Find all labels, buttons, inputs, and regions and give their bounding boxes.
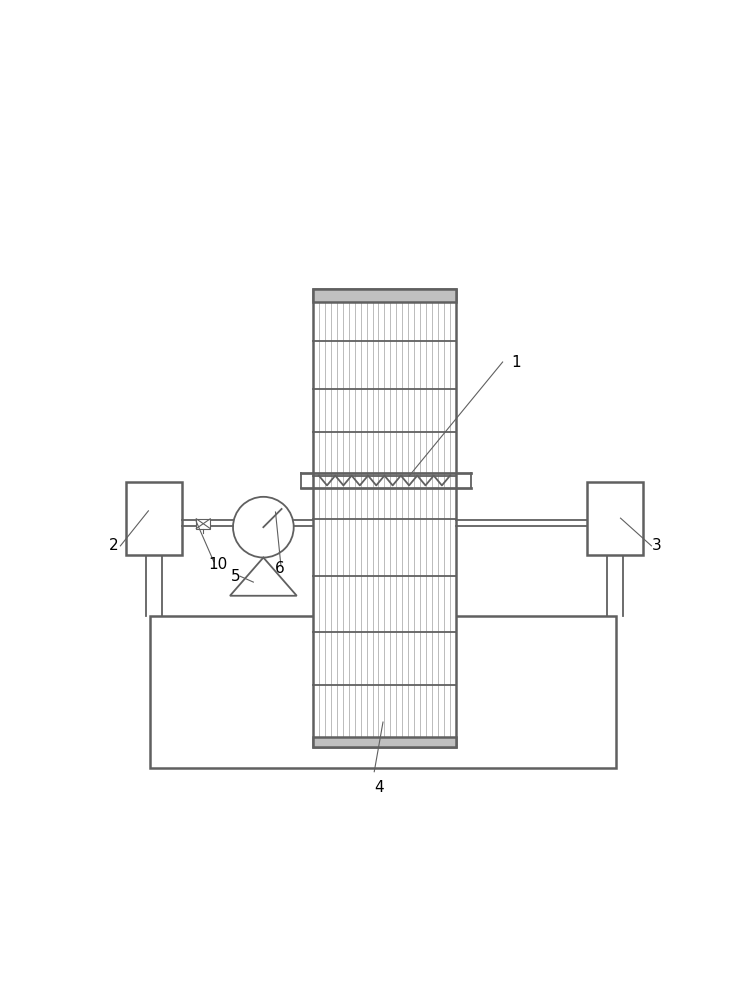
Text: 4: 4 — [374, 780, 384, 795]
Bar — [150, 616, 617, 768]
Bar — [313, 289, 456, 302]
Text: 1: 1 — [511, 355, 521, 370]
Text: 2: 2 — [108, 538, 118, 553]
Bar — [587, 482, 643, 555]
Text: 6: 6 — [275, 561, 285, 576]
Bar — [127, 482, 181, 555]
Bar — [313, 737, 456, 747]
Text: 5: 5 — [231, 569, 241, 584]
Text: 3: 3 — [651, 538, 661, 553]
Bar — [313, 289, 456, 747]
Text: 10: 10 — [208, 557, 227, 572]
Bar — [197, 519, 210, 529]
